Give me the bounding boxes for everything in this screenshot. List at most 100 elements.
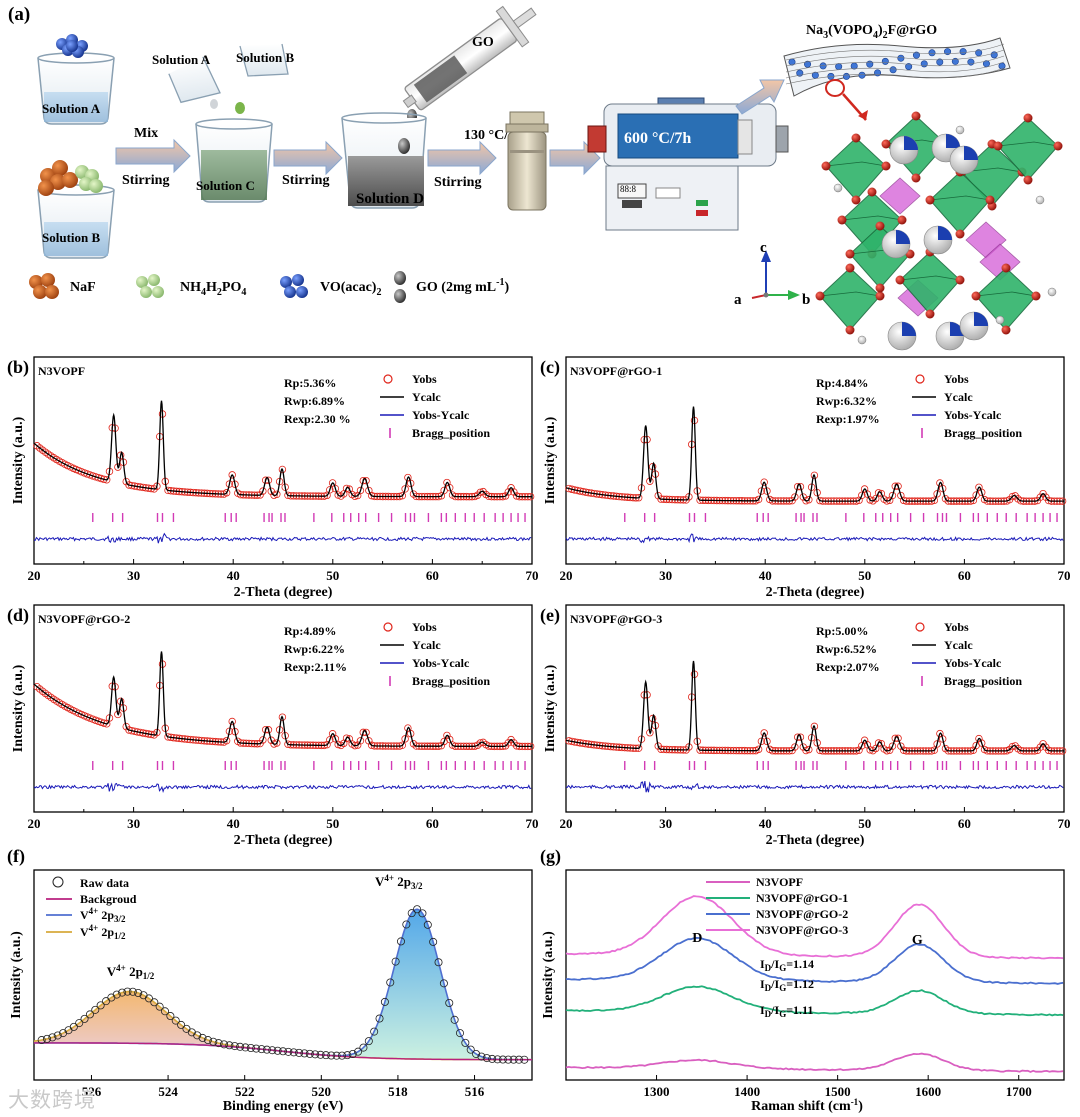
refinement-stat: Rwp:6.89% bbox=[284, 394, 345, 408]
octahedron-edge bbox=[975, 291, 1037, 297]
yobs-point bbox=[888, 491, 897, 500]
go-sup: -1 bbox=[496, 277, 504, 288]
legend-bragg: Bragg_position bbox=[412, 674, 490, 688]
oxygen-atom bbox=[897, 215, 907, 225]
raw-data-point bbox=[466, 1045, 475, 1054]
autoclave bbox=[505, 111, 549, 211]
x-tick-label: 60 bbox=[426, 816, 439, 831]
ratio-value: =1.14 bbox=[786, 957, 814, 971]
raw-data-point bbox=[386, 978, 395, 987]
oxygen-atom bbox=[993, 141, 1003, 151]
ratio-value: =1.12 bbox=[786, 977, 814, 991]
oxygen-atom bbox=[881, 161, 891, 171]
yobs-point bbox=[222, 489, 231, 497]
yobs-point bbox=[897, 742, 905, 750]
mix-label: Mix bbox=[134, 126, 158, 141]
legend-yobs-marker bbox=[383, 622, 393, 632]
raw-data-point bbox=[102, 997, 111, 1006]
legend-label: N3VOPF@rGO-2 bbox=[756, 907, 848, 921]
product-sub3: 2 bbox=[883, 30, 888, 41]
oxygen-atom bbox=[955, 275, 965, 285]
legend-12-sup: 4+ bbox=[89, 923, 99, 933]
raw-data-point bbox=[220, 1040, 229, 1049]
raw-data-point bbox=[37, 1036, 46, 1045]
ycalc-line bbox=[33, 651, 532, 748]
legend-bragg: Bragg_position bbox=[944, 426, 1022, 440]
legend-nh4h2po4: NH4H2PO4 bbox=[180, 280, 246, 298]
raw-data-point bbox=[348, 1049, 357, 1058]
product-label: Na3(VOPO4)2F@rGO bbox=[806, 23, 937, 41]
raw-data-point bbox=[380, 997, 389, 1006]
refinement-stat: Rp:5.00% bbox=[816, 624, 868, 638]
x-tick-label: 70 bbox=[1058, 816, 1071, 831]
yobs-point bbox=[33, 682, 41, 691]
yobs-point bbox=[356, 486, 365, 495]
lattice-line bbox=[785, 61, 1005, 79]
oxygen-atom bbox=[851, 133, 861, 143]
raw-data-point bbox=[359, 1043, 368, 1052]
raw-data-point bbox=[252, 1044, 261, 1053]
arrow-stirring-3 bbox=[427, 140, 497, 176]
x-tick-label: 50 bbox=[326, 816, 339, 831]
x-tick-label: 40 bbox=[227, 568, 240, 583]
oxygen-atom bbox=[881, 139, 891, 149]
raw-data-point bbox=[203, 1036, 212, 1045]
raman-series-line bbox=[565, 985, 1064, 1017]
yobs-point bbox=[342, 734, 351, 742]
raw-data-point bbox=[193, 1031, 202, 1040]
octahedron-edge bbox=[961, 167, 1023, 173]
oxygen-atom bbox=[815, 291, 825, 301]
ratio-sub-d: D bbox=[765, 983, 772, 993]
oxygen-atom bbox=[845, 249, 855, 259]
schematic-panel: (a) Solution A Solution B Mix St bbox=[8, 4, 1063, 351]
go-close: ) bbox=[504, 280, 509, 295]
x-tick-label: 60 bbox=[426, 568, 439, 583]
refinement-stat: Rexp:2.30 % bbox=[284, 412, 351, 426]
x-axis-label: Raman shift (cm-1) bbox=[751, 1097, 863, 1114]
vo-site-dot bbox=[835, 63, 843, 71]
naf-icon bbox=[29, 273, 59, 299]
annotation-32-sub: 3/2 bbox=[411, 881, 423, 891]
x-tick-label: 50 bbox=[858, 816, 871, 831]
refinement-stat: Rwp:6.32% bbox=[816, 394, 877, 408]
refinement-stat: Rexp:2.11% bbox=[284, 660, 347, 674]
yobs-point bbox=[356, 737, 365, 745]
yobs-point bbox=[278, 713, 287, 721]
yobs-point bbox=[512, 492, 521, 500]
fluorine-atom bbox=[833, 183, 843, 193]
x-tick-label: 526 bbox=[82, 1084, 102, 1099]
raw-data-point bbox=[241, 1043, 250, 1052]
yobs-point bbox=[760, 729, 768, 737]
raw-data-point bbox=[364, 1037, 373, 1046]
legend-yobs: Yobs bbox=[944, 620, 969, 634]
raw-data-point bbox=[520, 1055, 529, 1064]
product-prefix: Na bbox=[806, 23, 823, 38]
ycalc-line bbox=[565, 660, 1064, 752]
beaker-solution-c bbox=[195, 118, 273, 203]
solution-b-top-label: Solution B bbox=[236, 50, 294, 65]
legend-yobs: Yobs bbox=[412, 620, 437, 634]
vo-site-dot bbox=[897, 54, 905, 62]
octahedron-edge bbox=[899, 275, 961, 281]
x-tick-label: 1700 bbox=[1006, 1084, 1032, 1099]
raw-data-point bbox=[75, 1019, 84, 1028]
x-tick-label: 30 bbox=[659, 568, 672, 583]
raw-data-point bbox=[300, 1049, 309, 1058]
oxygen-atom bbox=[985, 195, 995, 205]
yobs-point bbox=[94, 473, 103, 482]
raw-data-point bbox=[305, 1049, 314, 1058]
yobs-point bbox=[791, 743, 799, 751]
difference-line bbox=[33, 532, 532, 544]
x-tick-label: 524 bbox=[158, 1084, 178, 1099]
beaker-solution-b bbox=[37, 184, 115, 259]
oxygen-atom bbox=[845, 325, 855, 335]
axes-triad bbox=[751, 250, 800, 300]
yobs-point bbox=[114, 710, 122, 719]
oxygen-atom bbox=[1023, 113, 1033, 123]
yobs-point bbox=[754, 495, 763, 504]
stirring-label-2: Stirring bbox=[282, 173, 329, 188]
yobs-point bbox=[351, 492, 359, 500]
xrd-panels: 20 30 40 50 60 70 2-Theta (degree) Intensity (a… bbox=[7, 356, 1071, 848]
pouring-beaker-b bbox=[239, 43, 289, 77]
